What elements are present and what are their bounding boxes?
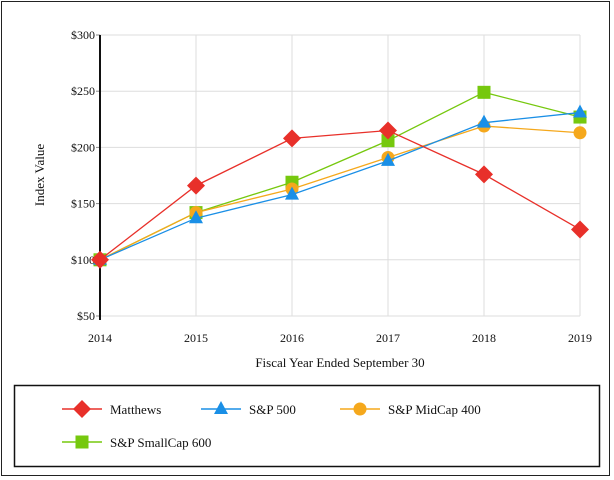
x-tick-label: 2018 [472, 331, 496, 345]
data-point [91, 250, 109, 269]
axes: $50 $100 $150 $200 $250 $300 2014 2015 2016 2017 2… [71, 28, 592, 345]
series-line [99, 91, 581, 261]
legend-label: S&P 500 [249, 402, 296, 417]
x-tick-label: 2015 [184, 331, 208, 345]
grid [99, 34, 581, 317]
legend-item: Matthews [62, 400, 161, 418]
y-tick-label: $250 [71, 84, 95, 98]
y-tick-label: $100 [71, 253, 95, 267]
data-point [571, 220, 589, 239]
legend-marker [214, 401, 228, 414]
legend-label: S&P SmallCap 600 [110, 435, 211, 450]
data-point [187, 176, 205, 195]
data-point [381, 134, 395, 148]
data-point [381, 152, 395, 166]
y-tick-label: $150 [71, 197, 95, 211]
series-s-p-midcap-400 [93, 119, 587, 267]
series-line [99, 129, 581, 261]
legend-marker [75, 435, 89, 449]
y-tick-label: $300 [71, 28, 95, 42]
x-tick-label: 2017 [376, 331, 400, 345]
data-point [477, 114, 491, 128]
legend-label: S&P MidCap 400 [388, 402, 481, 417]
x-tick-label: 2016 [280, 331, 304, 345]
legend-item: S&P MidCap 400 [340, 402, 481, 417]
x-axis-label: Fiscal Year Ended September 30 [255, 355, 424, 370]
y-axis-label: Index Value [32, 144, 47, 206]
data-point [573, 104, 587, 118]
data-point [285, 186, 299, 200]
legend-item: S&P 500 [201, 401, 296, 417]
legend-label: Matthews [110, 402, 161, 417]
x-tick-label: 2014 [88, 331, 112, 345]
data-point [573, 126, 587, 140]
series-lines [91, 85, 589, 269]
data-point [475, 165, 493, 184]
legend-box [13, 384, 601, 468]
y-tick-label: $200 [71, 140, 95, 154]
legend-marker [353, 402, 367, 416]
data-point [189, 210, 203, 224]
data-point [477, 85, 491, 99]
data-point [379, 121, 397, 140]
legend-item: S&P SmallCap 600 [62, 435, 211, 450]
legend: Matthews S&P 500 S&P MidCap 400 S&P SmallCa… [62, 400, 481, 450]
series-s-p-smallcap-600 [93, 85, 587, 267]
legend-marker [73, 400, 91, 418]
series-matthews [91, 121, 589, 269]
x-tick-label: 2019 [568, 331, 592, 345]
y-tick-label: $50 [77, 309, 95, 323]
data-point [283, 129, 301, 148]
series-line [99, 111, 581, 261]
series-line [99, 125, 581, 261]
